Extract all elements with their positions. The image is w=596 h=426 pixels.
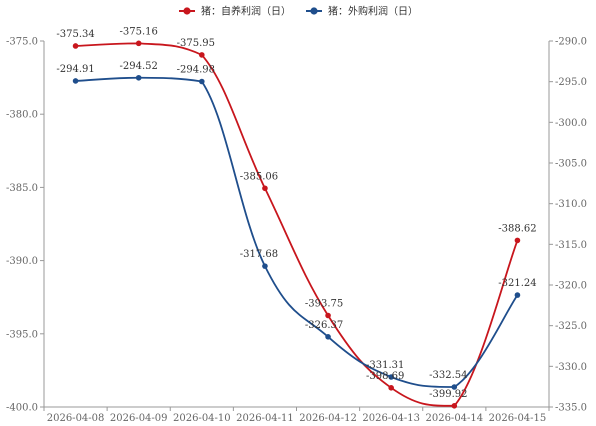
- right-tick-label: -295.0: [555, 77, 587, 88]
- data-point: [72, 78, 79, 84]
- x-tick-label: 2026-04-09: [110, 413, 168, 424]
- left-tick-label: -395.0: [6, 329, 38, 340]
- data-point: [72, 43, 79, 49]
- data-point: [514, 292, 521, 298]
- left-tick-label: -385.0: [6, 183, 38, 194]
- right-tick-label: -320.0: [555, 281, 587, 292]
- data-label: -393.75: [305, 299, 343, 310]
- data-point: [514, 237, 521, 244]
- data-labels: -375.34 -375.16 -375.95 -385.06 -393.75 -398.…: [56, 26, 536, 399]
- data-point: [199, 52, 205, 58]
- x-tick-label: 2026-04-13: [362, 413, 420, 424]
- left-tick-label: -380.0: [6, 110, 38, 121]
- data-label: -294.98: [177, 65, 215, 76]
- x-tick-label: 2026-04-11: [236, 413, 294, 424]
- right-tick-label: -305.0: [555, 159, 587, 170]
- data-point: [451, 384, 458, 390]
- x-tick-label: 2026-04-10: [173, 413, 231, 424]
- series-points: [72, 40, 521, 409]
- data-point: [325, 312, 331, 319]
- right-tick-label: -310.0: [555, 199, 587, 210]
- right-tick-label: -335.0: [555, 403, 587, 414]
- series-lines: [75, 42, 519, 407]
- right-tick-label: -300.0: [555, 118, 587, 129]
- data-label: -375.34: [56, 29, 94, 40]
- data-label: -332.54: [429, 370, 467, 381]
- data-label: -385.06: [240, 171, 278, 182]
- x-tick-label: 2026-04-12: [299, 413, 357, 424]
- data-point: [262, 263, 268, 269]
- data-point: [199, 78, 205, 85]
- data-label: -399.92: [429, 389, 467, 400]
- data-point: [325, 334, 331, 340]
- series-line-1: [75, 42, 519, 407]
- data-point: [262, 185, 268, 192]
- x-tick-label: 2026-04-14: [425, 413, 483, 424]
- axes: -375.0 -380.0 -385.0 -390.0 -395.0 -400.0 -290…: [6, 37, 587, 425]
- right-tick-label: -330.0: [555, 362, 587, 373]
- legend-label: 猪：外购利润（日）: [328, 5, 418, 18]
- data-label: -398.69: [366, 371, 404, 382]
- x-tick-label: 2026-04-15: [489, 413, 547, 424]
- data-label: -321.24: [498, 278, 536, 289]
- right-tick-label: -315.0: [555, 240, 587, 251]
- x-tick-label: 2026-04-08: [47, 413, 105, 424]
- data-point: [388, 374, 394, 380]
- right-tick-label: -290.0: [555, 37, 587, 48]
- right-tick-label: -325.0: [555, 321, 587, 332]
- data-label: -331.31: [366, 360, 404, 371]
- data-label: -326.37: [305, 320, 343, 331]
- data-label: -388.62: [498, 223, 536, 234]
- data-point: [135, 74, 142, 81]
- data-label: -375.16: [120, 26, 158, 37]
- data-label: -317.68: [240, 249, 278, 260]
- series-line-2: [75, 76, 519, 388]
- left-tick-label: -400.0: [6, 403, 38, 414]
- data-label: -375.95: [177, 38, 215, 49]
- legend-marker: [183, 7, 191, 15]
- left-tick-label: -390.0: [6, 256, 38, 267]
- data-point: [451, 403, 458, 409]
- legend-label: 猪：自养利润（日）: [201, 5, 291, 18]
- left-tick-label: -375.0: [6, 37, 38, 48]
- data-label: -294.52: [120, 61, 158, 72]
- legend: 猪：自养利润（日） 猪：外购利润（日）: [179, 5, 418, 18]
- legend-marker: [310, 7, 318, 15]
- data-point: [135, 40, 142, 47]
- data-label: -294.91: [56, 64, 94, 75]
- data-point: [388, 385, 394, 391]
